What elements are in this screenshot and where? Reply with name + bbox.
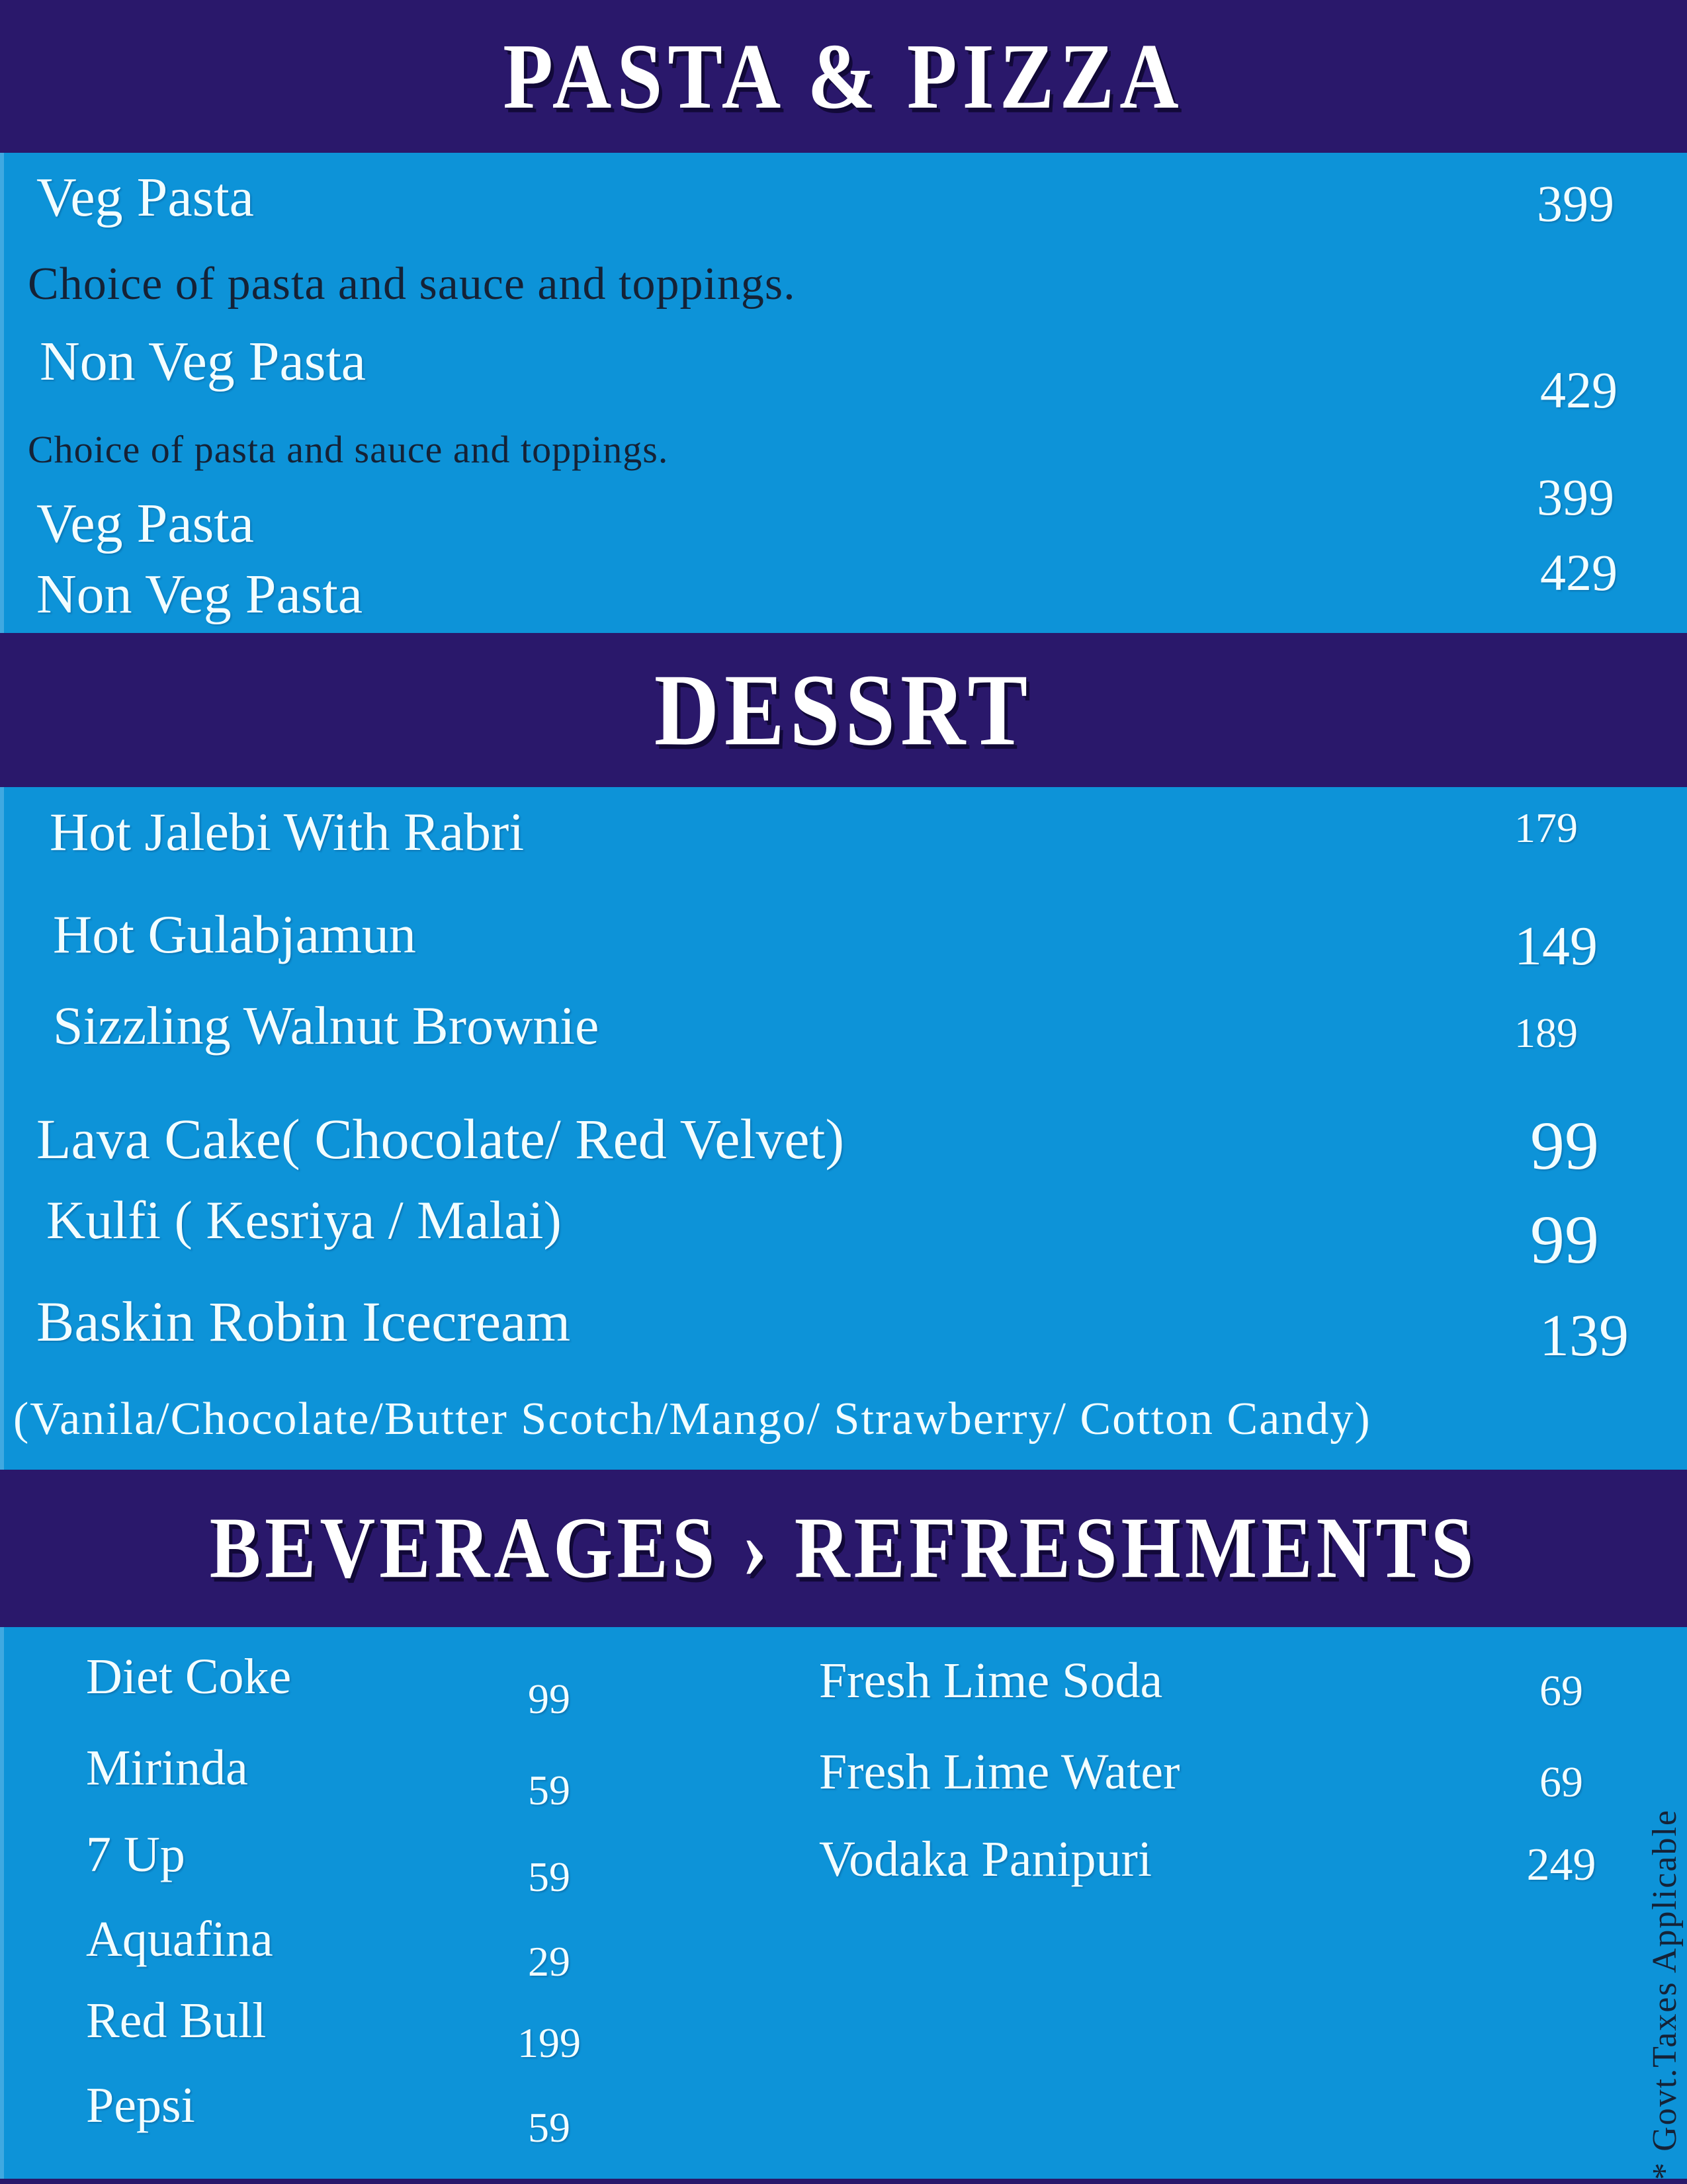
menu-item-name: Hot Gulabjamun <box>53 904 416 964</box>
menu-item-description: Choice of pasta and sauce and toppings. <box>28 428 669 471</box>
menu-item-name: Hot Jalebi With Rabri <box>50 802 525 862</box>
menu-item-name: Pepsi <box>86 2078 195 2133</box>
menu-item-price: 99 <box>1530 1202 1599 1278</box>
menu-item-price: 399 <box>1537 468 1614 526</box>
menu-item-name: Non Veg Pasta <box>40 331 367 392</box>
menu-item-price: 429 <box>1540 544 1618 601</box>
menu-item-price: 59 <box>528 1767 570 1814</box>
bottom-strip <box>0 2179 1687 2184</box>
menu-item-name: Kulfi ( Kesriya / Malai) <box>46 1190 562 1250</box>
menu-item-name: Non Veg Pasta <box>36 564 363 625</box>
menu-item-price: 189 <box>1514 1009 1578 1056</box>
section-header-dessert: DESSRT <box>0 633 1687 787</box>
section-header-beverages-refreshments: BEVERAGES › REFRESHMENTS <box>0 1470 1687 1627</box>
menu-item-name: Veg Pasta <box>36 493 254 554</box>
menu-item-name: 7 Up <box>86 1827 185 1882</box>
left-edge-highlight <box>0 0 4 2184</box>
menu-item-price: 59 <box>528 2104 570 2151</box>
menu-item-name: Sizzling Walnut Brownie <box>53 995 599 1056</box>
section-title: BEVERAGES › REFRESHMENTS <box>209 1499 1478 1597</box>
menu-item-price: 29 <box>528 1938 570 1985</box>
menu-item-price: 179 <box>1514 804 1578 851</box>
menu-item-price: 399 <box>1537 175 1614 232</box>
menu-item-price: 249 <box>1526 1839 1596 1890</box>
menu-item-name: Baskin Robin Icecream <box>36 1290 571 1353</box>
menu-item-name: Vodaka Panipuri <box>819 1831 1152 1887</box>
menu-item-name: Fresh Lime Water <box>819 1744 1180 1800</box>
menu-item-description: Choice of pasta and sauce and toppings. <box>28 259 796 310</box>
menu-item-name: Diet Coke <box>86 1649 292 1704</box>
menu-item-name: Lava Cake( Chocolate/ Red Velvet) <box>36 1107 845 1171</box>
taxes-note: * Govt.Taxes Applicable <box>1646 1809 1684 2180</box>
menu-item-price: 149 <box>1514 915 1598 977</box>
menu-item-price: 429 <box>1540 361 1618 419</box>
menu-item-flavours-note: (Vanila/Chocolate/Butter Scotch/Mango/ S… <box>13 1394 1371 1445</box>
menu-item-price: 199 <box>517 2019 581 2066</box>
section-title: PASTA & PIZZA <box>503 24 1184 128</box>
menu-item-price: 99 <box>1530 1108 1599 1184</box>
section-header-pasta-pizza: PASTA & PIZZA <box>0 0 1687 153</box>
menu-item-name: Aquafina <box>86 1911 273 1967</box>
menu-item-price: 69 <box>1539 1758 1583 1806</box>
menu-item-price: 99 <box>528 1675 570 1722</box>
menu-item-name: Red Bull <box>86 1993 267 2048</box>
menu-item-price: 69 <box>1539 1667 1583 1715</box>
menu-item-name: Veg Pasta <box>36 167 254 228</box>
menu-item-price: 139 <box>1539 1303 1629 1368</box>
section-title: DESSRT <box>654 653 1033 767</box>
menu-item-price: 59 <box>528 1853 570 1900</box>
menu-item-name: Fresh Lime Soda <box>819 1653 1163 1708</box>
menu-item-name: Mirinda <box>86 1740 248 1796</box>
